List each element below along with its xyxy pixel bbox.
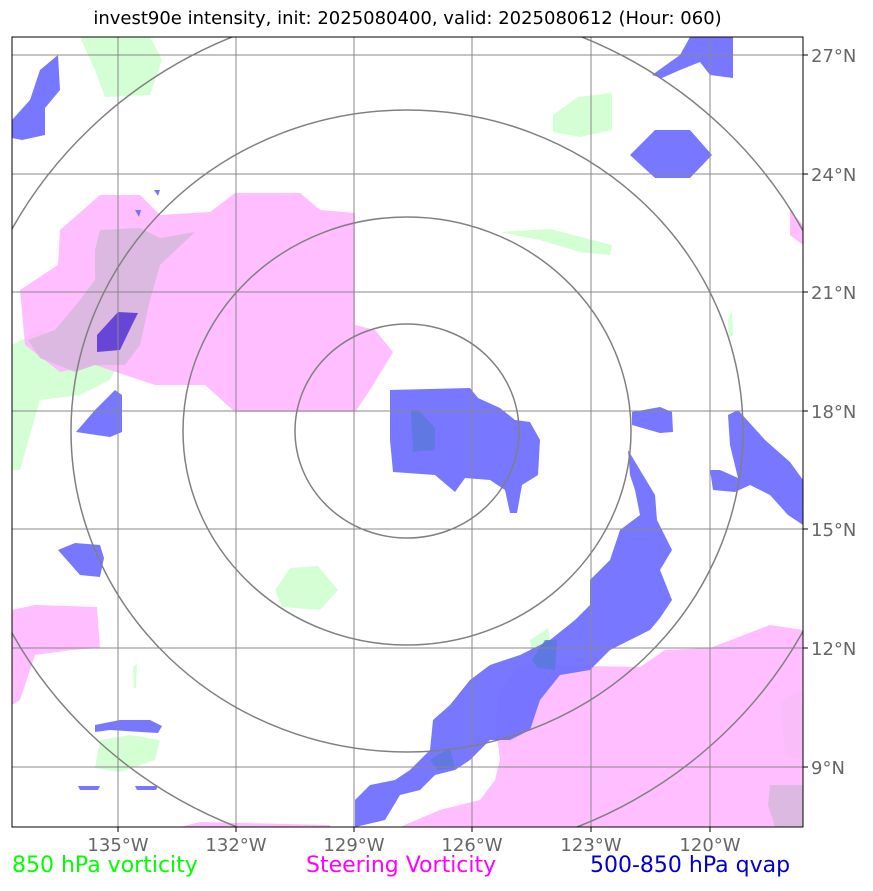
legend-850-vorticity: 850 hPa vorticity	[12, 853, 198, 878]
lat-tick-label: 12°N	[811, 639, 856, 660]
ring-3	[70, 109, 744, 753]
lon-tick-labels: 135°W 132°W 129°W 126°W 123°W 120°W	[87, 835, 740, 856]
overlap-tint	[28, 228, 803, 827]
lat-tick-label: 27°N	[811, 46, 856, 67]
lon-tick-label: 120°W	[679, 835, 740, 856]
graticule	[12, 37, 803, 827]
qvap-layer	[12, 37, 803, 827]
lat-tick-label: 24°N	[811, 165, 856, 186]
lon-tick-label: 135°W	[87, 835, 148, 856]
lat-tick-label: 18°N	[811, 402, 856, 423]
map-frame	[11, 36, 804, 828]
lat-tick-labels: 27°N 24°N 21°N 18°N 15°N 12°N 9°N	[811, 46, 856, 779]
lat-tick-label: 15°N	[811, 520, 856, 541]
legend-steering-vorticity: Steering Vorticity	[306, 853, 497, 878]
ring-2	[182, 216, 632, 646]
lon-tick-label: 132°W	[205, 835, 266, 856]
lat-tick-label: 9°N	[811, 758, 845, 779]
lon-tick-label: 123°W	[560, 835, 621, 856]
ring-1	[294, 323, 520, 539]
distance-rings	[12, 37, 803, 827]
lon-tick-label: 129°W	[323, 835, 384, 856]
legend-qvap: 500-850 hPa qvap	[590, 853, 791, 878]
lat-tick-label: 21°N	[811, 283, 856, 304]
tick-marks	[117, 54, 808, 832]
map-title: invest90e intensity, init: 2025080400, v…	[93, 8, 722, 29]
lon-tick-label: 126°W	[441, 835, 502, 856]
